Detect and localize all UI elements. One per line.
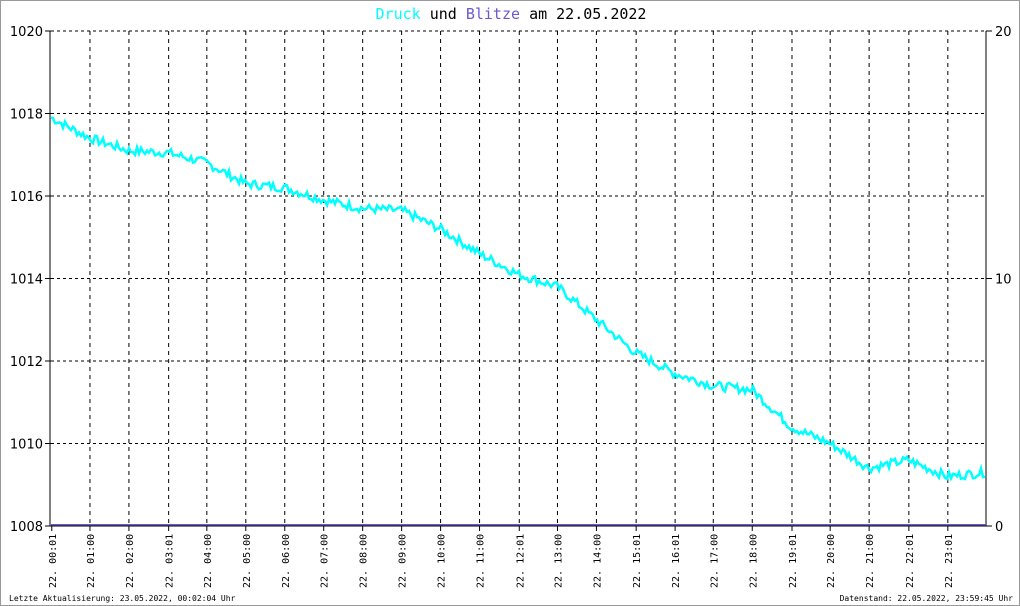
- title-series-blitze: Blitze: [465, 5, 521, 23]
- x-tick-label: 22. 12:01: [515, 534, 526, 588]
- x-tick-label: 22. 03:01: [165, 534, 176, 588]
- x-tick-label: 22. 13:00: [553, 534, 564, 588]
- x-tick-label: 22. 05:00: [242, 534, 253, 588]
- title-series-druck: Druck: [375, 5, 421, 23]
- y-right-tick-label: 20: [995, 25, 1012, 40]
- x-tick-label: 22. 07:00: [320, 534, 331, 588]
- y-right-tick-label: 0: [995, 520, 1003, 535]
- x-tick-label: 22. 17:00: [709, 534, 720, 588]
- x-tick-label: 22. 08:00: [359, 534, 370, 588]
- y-left-tick-label: 1008: [10, 520, 43, 535]
- x-tick-label: 22. 16:01: [671, 534, 682, 588]
- footer-data-status: Datenstand: 22.05.2022, 23:59:45 Uhr: [839, 594, 1013, 603]
- y-left-tick-label: 1014: [10, 273, 43, 288]
- x-tick-label: 22. 21:00: [865, 534, 876, 588]
- x-tick-label: 22. 18:00: [748, 534, 759, 588]
- y-left-tick-label: 1018: [10, 108, 43, 123]
- x-tick-label: 22. 23:01: [944, 534, 955, 588]
- y-left-tick-label: 1020: [10, 25, 43, 40]
- y-left-tick-label: 1016: [10, 190, 43, 205]
- title-date: am 22.05.2022: [529, 5, 647, 23]
- x-tick-label: 22. 14:00: [592, 534, 603, 588]
- x-tick-label: 22. 09:00: [398, 534, 409, 588]
- chart-title: Druck und Blitze am 22.05.2022: [1, 5, 1019, 23]
- x-tick-label: 22. 20:00: [826, 534, 837, 588]
- x-tick-label: 22. 01:00: [86, 534, 97, 588]
- x-tick-label: 22. 00:01: [48, 534, 59, 588]
- x-tick-label: 22. 04:00: [203, 534, 214, 588]
- x-tick-label: 22. 22:01: [905, 534, 916, 588]
- footer-last-update: Letzte Aktualisierung: 23.05.2022, 00:02…: [9, 594, 236, 603]
- x-tick-label: 22. 02:00: [125, 534, 136, 588]
- y-right-tick-label: 10: [995, 273, 1012, 288]
- x-tick-label: 22. 06:00: [281, 534, 292, 588]
- title-and: und: [429, 5, 457, 23]
- x-tick-label: 22. 10:00: [437, 534, 448, 588]
- y-left-tick-label: 1010: [10, 438, 43, 453]
- series-druck-line: [50, 116, 986, 482]
- x-tick-label: 22. 15:01: [632, 534, 643, 588]
- x-tick-label: 22. 19:01: [788, 534, 799, 588]
- y-left-tick-label: 1012: [10, 355, 43, 370]
- x-tick-label: 22. 11:00: [476, 534, 487, 588]
